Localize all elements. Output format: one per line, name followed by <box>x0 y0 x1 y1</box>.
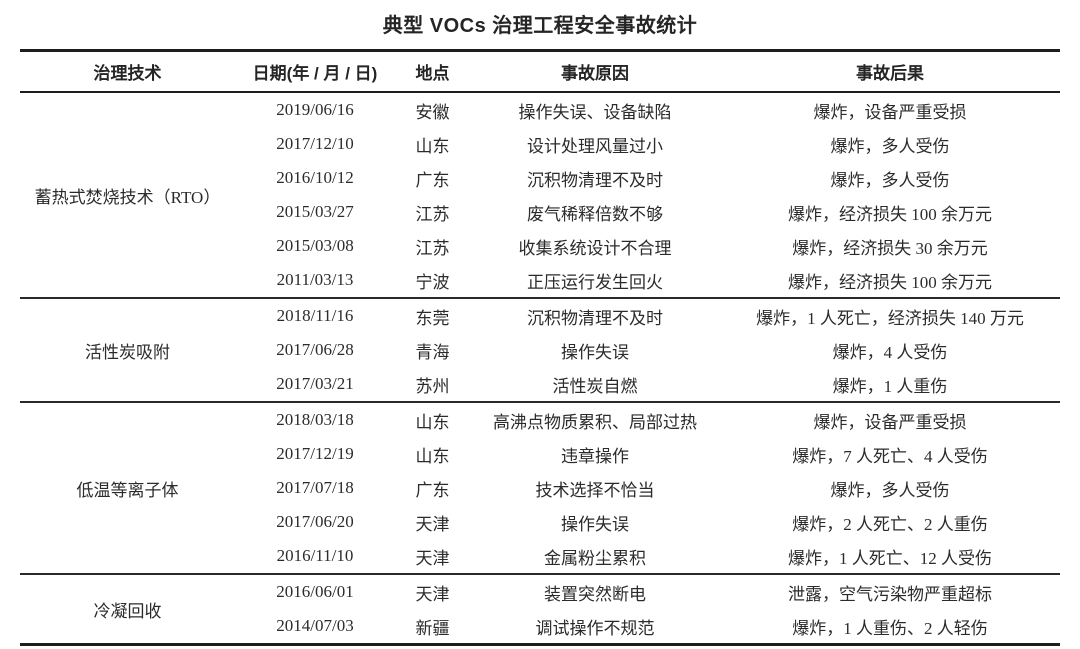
cell-consequence: 爆炸，设备严重受损 <box>720 401 1060 437</box>
technology-cell: 蓄热式焚烧技术（RTO） <box>34 187 221 207</box>
table-row: 2017/06/20 天津 操作失误 爆炸，2 人死亡、2 人重伤 <box>20 505 1060 539</box>
cell-date: 2015/03/08 <box>276 236 354 255</box>
cell-date: 2017/12/19 <box>276 444 354 463</box>
column-header-0: 治理技术 <box>20 50 235 93</box>
cell-date: 2017/03/21 <box>276 374 354 393</box>
cell-location: 新疆 <box>415 618 450 638</box>
column-header-1: 日期(年 / 月 / 日) <box>235 50 395 93</box>
cell-location: 山东 <box>415 446 450 466</box>
cell-consequence: 爆炸，多人受伤 <box>830 136 950 156</box>
table-row: 2015/03/08 江苏 收集系统设计不合理 爆炸，经济损失 30 余万元 <box>20 229 1060 263</box>
cell-date: 2019/06/16 <box>276 100 354 119</box>
cell-location: 广东 <box>415 170 450 190</box>
cell-location: 天津 <box>415 548 450 568</box>
cell-location: 安徽 <box>415 102 450 122</box>
cell-date: 2011/03/13 <box>276 270 354 289</box>
cell-consequence: 爆炸，设备严重受损 <box>813 102 967 122</box>
cell-consequence: 爆炸，1 人死亡、12 人受伤 <box>788 548 992 568</box>
cell-consequence: 爆炸，1 人重伤、2 人轻伤 <box>792 618 988 638</box>
cell-date: 2017/06/20 <box>276 512 354 531</box>
cell-consequence: 爆炸，多人受伤 <box>830 170 950 190</box>
cell-cause: 操作失误、设备缺陷 <box>518 102 672 122</box>
cell-location: 广东 <box>415 480 450 500</box>
cell-consequence: 爆炸，2 人死亡、2 人重伤 <box>792 514 988 534</box>
cell-consequence: 爆炸，1 人死亡，经济损失 140 万元 <box>720 297 1060 333</box>
cell-date: 2017/12/10 <box>276 134 354 153</box>
cell-date: 2017/07/18 <box>276 478 354 497</box>
table-row: 2017/06/28 青海 操作失误 爆炸，4 人受伤 <box>20 333 1060 367</box>
cell-date: 2015/03/27 <box>276 202 354 221</box>
header-row: 治理技术 日期(年 / 月 / 日) 地点 事故原因 事故后果 <box>20 50 1060 93</box>
accidents-table: 治理技术 日期(年 / 月 / 日) 地点 事故原因 事故后果 蓄热式焚烧技术（RTO）… <box>20 49 1060 646</box>
cell-date: 2018/03/18 <box>235 401 395 437</box>
table-row: 2016/11/10 天津 金属粉尘累积 爆炸，1 人死亡、12 人受伤 <box>20 539 1060 574</box>
cell-cause: 正压运行发生回火 <box>527 272 663 292</box>
cell-cause: 技术选择不恰当 <box>535 480 655 500</box>
cell-cause: 操作失误 <box>561 514 629 534</box>
column-header-3: 事故原因 <box>470 50 720 93</box>
column-header-2: 地点 <box>395 50 470 93</box>
cell-cause: 沉积物清理不及时 <box>470 297 720 333</box>
cell-date: 2016/10/12 <box>276 168 354 187</box>
cell-cause: 装置突然断电 <box>470 573 720 609</box>
cell-location: 天津 <box>415 514 450 534</box>
table-row: 2017/12/10 山东 设计处理风量过小 爆炸，多人受伤 <box>20 127 1060 161</box>
table-header: 治理技术 日期(年 / 月 / 日) 地点 事故原因 事故后果 <box>20 50 1060 93</box>
cell-date: 2017/06/28 <box>276 340 354 359</box>
cell-location: 山东 <box>395 401 470 437</box>
table-row: 2015/03/27 江苏 废气稀释倍数不够 爆炸，经济损失 100 余万元 <box>20 195 1060 229</box>
cell-cause: 调试操作不规范 <box>535 618 655 638</box>
cell-cause: 活性炭自燃 <box>552 376 638 396</box>
cell-date: 2018/11/16 <box>235 297 395 333</box>
table-row: 2016/10/12 广东 沉积物清理不及时 爆炸，多人受伤 <box>20 161 1060 195</box>
cell-cause: 操作失误 <box>561 342 629 362</box>
table-row: 活性炭吸附 2018/11/16 东莞 沉积物清理不及时 爆炸，1 人死亡，经济损失 1… <box>20 297 1060 402</box>
cell-consequence: 爆炸，经济损失 100 余万元 <box>788 204 992 224</box>
cell-location: 东莞 <box>395 297 470 333</box>
technology-cell: 活性炭吸附 <box>20 297 235 402</box>
cell-date: 2016/11/10 <box>276 546 354 565</box>
cell-location: 苏州 <box>415 376 450 396</box>
cell-cause: 废气稀释倍数不够 <box>527 204 663 224</box>
cell-location: 青海 <box>415 342 450 362</box>
cell-location: 宁波 <box>415 272 450 292</box>
table-row: 冷凝回收 2016/06/01 天津 装置突然断电 泄露，空气污染物严重超标 <box>20 573 1060 645</box>
column-header-4: 事故后果 <box>720 50 1060 93</box>
cell-consequence: 爆炸，经济损失 30 余万元 <box>792 238 988 258</box>
cell-date: 2014/07/03 <box>276 616 354 635</box>
table-row: 低温等离子体 2018/03/18 山东 高沸点物质累积、局部过热 爆炸，设备严重受损 <box>20 401 1060 574</box>
cell-date: 2016/06/01 <box>235 573 395 609</box>
table-row: 2014/07/03 新疆 调试操作不规范 爆炸，1 人重伤、2 人轻伤 <box>20 609 1060 645</box>
cell-consequence: 爆炸，4 人受伤 <box>832 342 948 362</box>
cell-consequence: 泄露，空气污染物严重超标 <box>720 573 1060 609</box>
cell-consequence: 爆炸，1 人重伤 <box>832 376 948 396</box>
table-body: 蓄热式焚烧技术（RTO） 2019/06/16 安徽 操作失误、设备缺陷 爆炸，设备严重… <box>20 92 1060 645</box>
cell-cause: 沉积物清理不及时 <box>527 170 663 190</box>
cell-location: 山东 <box>415 136 450 156</box>
cell-cause: 设计处理风量过小 <box>527 136 663 156</box>
cell-consequence: 爆炸，经济损失 100 余万元 <box>788 272 992 292</box>
cell-cause: 高沸点物质累积、局部过热 <box>470 401 720 437</box>
cell-cause: 违章操作 <box>561 446 629 466</box>
cell-location: 江苏 <box>415 204 450 224</box>
cell-consequence: 爆炸，7 人死亡、4 人受伤 <box>792 446 988 466</box>
cell-location: 天津 <box>395 573 470 609</box>
technology-cell: 冷凝回收 <box>20 573 235 645</box>
technology-cell: 低温等离子体 <box>20 401 235 574</box>
table-row: 2011/03/13 宁波 正压运行发生回火 爆炸，经济损失 100 余万元 <box>20 263 1060 298</box>
table-row: 2017/03/21 苏州 活性炭自燃 爆炸，1 人重伤 <box>20 367 1060 402</box>
page-title: 典型 VOCs 治理工程安全事故统计 <box>382 15 698 37</box>
cell-cause: 收集系统设计不合理 <box>518 238 672 258</box>
cell-cause: 金属粉尘累积 <box>544 548 646 568</box>
cell-location: 江苏 <box>415 238 450 258</box>
table-row: 2017/07/18 广东 技术选择不恰当 爆炸，多人受伤 <box>20 471 1060 505</box>
cell-consequence: 爆炸，多人受伤 <box>830 480 950 500</box>
table-row: 蓄热式焚烧技术（RTO） 2019/06/16 安徽 操作失误、设备缺陷 爆炸，设备严重… <box>20 92 1060 207</box>
table-row: 2017/12/19 山东 违章操作 爆炸，7 人死亡、4 人受伤 <box>20 437 1060 471</box>
